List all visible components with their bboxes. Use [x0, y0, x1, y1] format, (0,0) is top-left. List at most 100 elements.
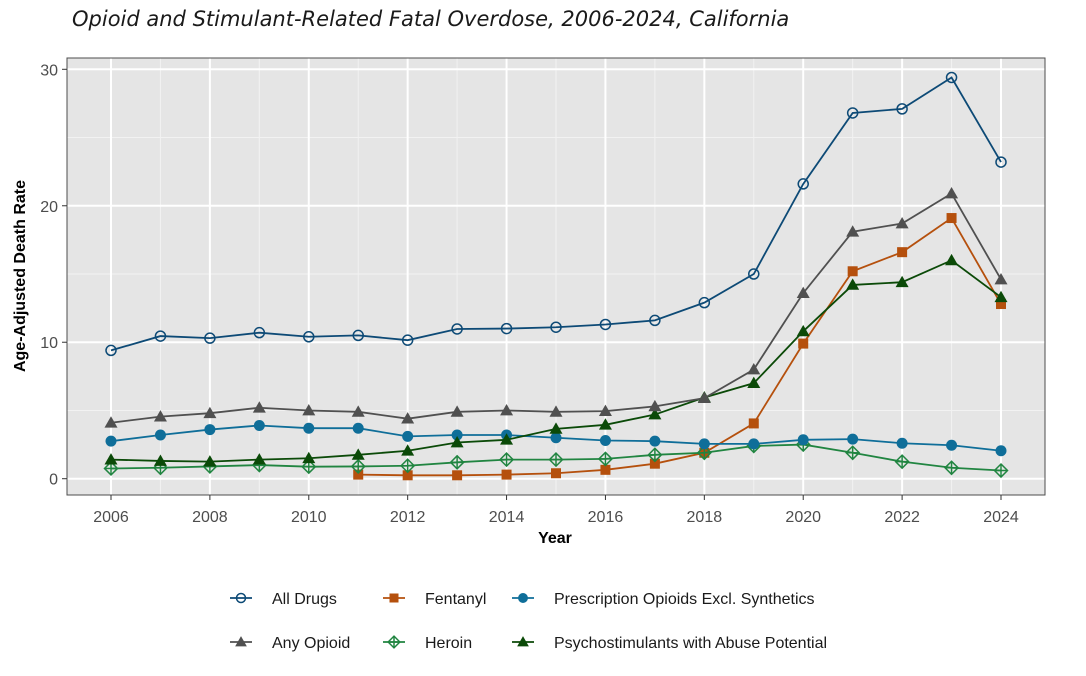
data-point — [452, 470, 463, 481]
data-point — [253, 326, 266, 339]
data-point — [500, 433, 514, 445]
data-point — [748, 268, 760, 280]
series-any-opioid — [104, 186, 1008, 428]
data-point — [549, 405, 563, 417]
series-line — [110, 76, 1002, 352]
legend-key-marker — [518, 593, 528, 603]
data-point — [993, 462, 1009, 479]
data-point — [350, 458, 366, 474]
data-point — [995, 156, 1007, 168]
legend-label: Fentanyl — [425, 591, 486, 608]
legend-item: Prescription Opioids Excl. Synthetics — [512, 591, 815, 608]
data-point — [697, 391, 711, 404]
data-point — [698, 296, 711, 309]
data-point — [599, 318, 612, 331]
series-prescription-opioids-excl-synthetics — [105, 419, 1007, 457]
data-point — [747, 363, 761, 375]
x-tick-label: 2024 — [983, 509, 1019, 526]
legend-key-marker — [387, 635, 401, 649]
data-point — [846, 107, 859, 119]
data-point — [203, 406, 217, 419]
data-point — [303, 331, 315, 343]
legend-label: Psychostimulants with Abuse Potential — [554, 635, 827, 652]
data-point — [450, 405, 464, 417]
data-point — [302, 451, 316, 464]
y-tick-label: 0 — [49, 472, 58, 489]
data-point — [153, 410, 167, 422]
data-point — [302, 403, 316, 416]
data-point — [352, 329, 364, 342]
data-point — [451, 323, 463, 335]
data-point — [996, 299, 1006, 310]
data-point — [501, 469, 512, 480]
data-point — [847, 433, 859, 445]
data-point — [104, 416, 118, 428]
data-point — [401, 334, 414, 346]
axes: 2006 2008 2010 2012 2014 2016 2018 2020 2022 2024… — [40, 62, 1019, 526]
x-tick-label: 2020 — [785, 509, 821, 526]
data-point — [600, 464, 611, 475]
data-point — [204, 424, 216, 436]
data-point — [550, 321, 562, 333]
data-point — [451, 429, 463, 441]
data-point — [945, 71, 958, 84]
legend-item: Heroin — [383, 635, 472, 652]
data-point — [154, 330, 167, 342]
data-point — [402, 430, 414, 442]
data-point — [698, 438, 710, 450]
legend-item: All Drugs — [230, 591, 337, 608]
data-point — [847, 266, 858, 277]
data-point — [846, 278, 860, 290]
data-point — [945, 186, 959, 199]
data-point — [203, 455, 217, 467]
data-point — [648, 399, 662, 412]
data-point — [946, 213, 957, 224]
data-point — [748, 438, 760, 450]
data-point — [896, 103, 908, 115]
x-tick-label: 2006 — [93, 509, 129, 526]
data-point — [401, 444, 415, 456]
data-point — [498, 452, 515, 468]
data-point — [154, 429, 166, 441]
series-all-drugs — [105, 71, 1007, 357]
data-point — [649, 314, 661, 327]
legend-key-marker — [235, 636, 247, 647]
legend-item: Psychostimulants with Abuse Potential — [512, 635, 827, 652]
data-point — [945, 253, 959, 266]
y-tick-label: 10 — [40, 335, 58, 352]
x-tick-label: 2018 — [687, 509, 723, 526]
data-point — [598, 418, 612, 430]
legend-key-marker — [517, 636, 529, 647]
y-axis-title: Age-Adjusted Death Rate — [12, 180, 29, 372]
data-point — [798, 338, 809, 349]
y-tick-label: 30 — [40, 62, 58, 79]
series-layer — [103, 71, 1009, 481]
x-tick-label: 2008 — [192, 509, 228, 526]
data-point — [351, 448, 365, 460]
data-point — [649, 458, 660, 469]
data-point — [994, 272, 1008, 285]
data-point — [995, 445, 1007, 457]
data-point — [400, 458, 416, 474]
series-psychostimulants-with-abuse-potential — [104, 253, 1008, 467]
data-point — [550, 432, 562, 444]
plot-border — [66, 57, 1046, 496]
data-point — [252, 401, 266, 413]
data-point — [943, 460, 960, 476]
data-point — [105, 435, 117, 447]
data-point — [895, 217, 909, 229]
legend-item: Any Opioid — [230, 635, 350, 652]
legend-key-marker — [235, 592, 247, 604]
data-point — [599, 434, 611, 446]
data-point — [402, 470, 413, 481]
data-point — [845, 445, 861, 461]
x-axis-title: Year — [538, 530, 572, 547]
data-point — [253, 419, 265, 431]
data-point — [500, 322, 513, 335]
data-point — [648, 408, 662, 420]
legend-label: Any Opioid — [272, 635, 350, 652]
data-point — [153, 454, 167, 466]
data-point — [846, 225, 860, 237]
data-point — [649, 435, 661, 447]
